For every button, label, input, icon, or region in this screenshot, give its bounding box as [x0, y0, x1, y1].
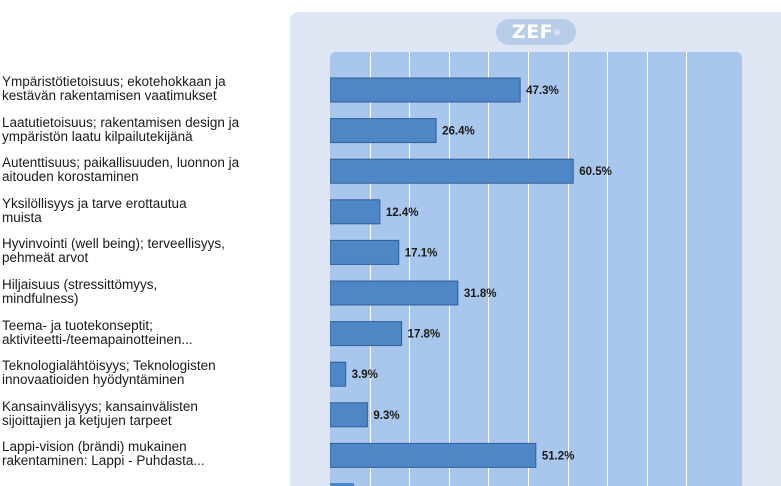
bar [330, 239, 400, 265]
category-label: Teknologialähtöisyys; Teknologisten inno… [2, 358, 216, 388]
category-label: Ympäristötietoisuus; ekotehokkaan ja kes… [2, 74, 226, 103]
category-label: Laatutietoisuus; rakentamisen design ja … [2, 114, 240, 144]
bar-value-label: 3.9% [352, 369, 378, 381]
bar-value-label: 9.3% [373, 410, 399, 422]
bar [330, 402, 368, 428]
category-label: Kansainvälisyys; kansainvälisten sijoitt… [2, 398, 198, 428]
bar-value-label: 51.2% [542, 450, 575, 462]
bar-value-label: 47.3% [526, 85, 559, 97]
bar [330, 442, 537, 468]
bar-value-label: 60.5% [579, 166, 612, 178]
zef-logo-badge: ZEF ® [496, 19, 576, 45]
plot-area: 47.3% 26.4% 60.5% 12.4% 17.1% 31.8% 17.8% 3.9% 9… [330, 52, 742, 486]
category-label: Lappi-vision (brändi) mukainen rakentami… [2, 439, 205, 469]
bar-value-label: 12.4% [386, 207, 419, 219]
bar-chart: 47.3% 26.4% 60.5% 12.4% 17.1% 31.8% 17.8% 3.9% 9… [330, 52, 687, 486]
category-label: Hyvinvointi (well being); terveellisyys,… [2, 236, 225, 266]
registered-mark: ® [554, 27, 561, 37]
bar [330, 158, 574, 184]
category-labels: Ympäristötietoisuus; ekotehokkaan ja kes… [0, 0, 290, 486]
category-label: Autenttisuus; paikallisuuden, luonnon ja… [2, 155, 240, 185]
category-label: Yksilöllisyys ja tarve erottautua muista [2, 195, 187, 225]
bar [330, 321, 403, 347]
category-label: Teema- ja tuotekonseptit; aktiviteetti-/… [2, 317, 193, 347]
bar-value-label: 31.8% [464, 288, 497, 300]
bar-cutoff [330, 483, 354, 486]
bar [330, 199, 381, 225]
bar-value-label: 17.8% [408, 329, 441, 341]
zef-logo-text: ZEF [511, 21, 554, 43]
bar-value-label: 26.4% [442, 126, 475, 138]
bar [330, 77, 521, 103]
bar [330, 118, 437, 144]
bar-value-label: 17.1% [405, 247, 438, 259]
category-label: Hiljaisuus (stressittömyys, mindfulness) [2, 277, 158, 306]
bar [330, 361, 347, 387]
bar [330, 280, 459, 306]
